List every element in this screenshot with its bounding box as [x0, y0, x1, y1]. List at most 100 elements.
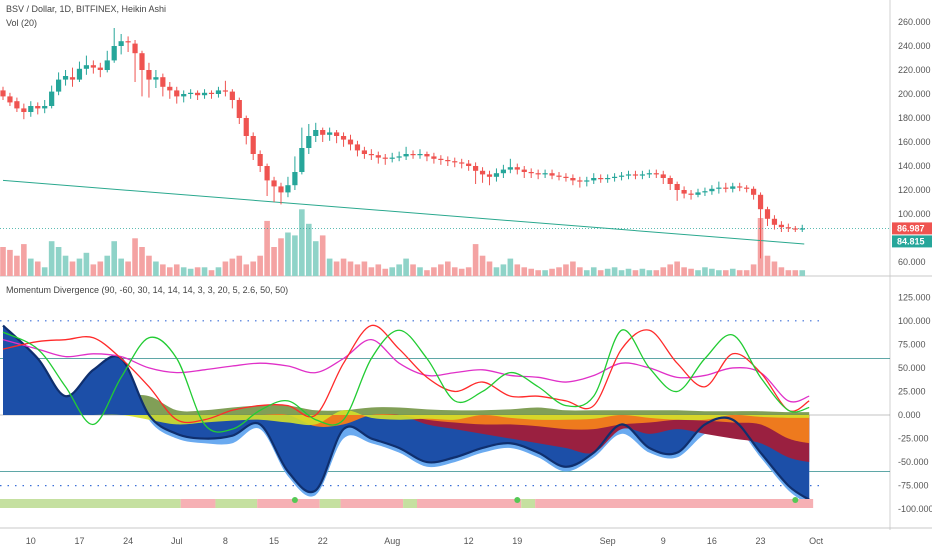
candle-body — [69, 77, 76, 80]
signal-strip — [0, 497, 814, 508]
candle-body — [709, 188, 715, 192]
volume-bar — [556, 267, 562, 276]
time-tick-label: Aug — [384, 536, 400, 546]
volume-bar — [736, 270, 743, 276]
volume-bar — [299, 209, 305, 276]
volume-bar — [695, 270, 701, 276]
candle-body — [215, 90, 222, 94]
volume-bar — [625, 268, 632, 276]
candle-body — [97, 67, 103, 70]
candle-body — [570, 178, 576, 181]
candle-body — [646, 173, 652, 175]
volume-bar — [173, 264, 180, 276]
candle-body — [201, 92, 208, 96]
volume-bar — [257, 255, 263, 276]
volume-bars — [0, 209, 806, 276]
price-tick-label: 120.000 — [898, 185, 931, 195]
indicator-tick-label: -75.000 — [898, 481, 929, 491]
price-tick-label: 180.000 — [898, 113, 931, 123]
blue-outline — [2, 324, 810, 501]
indicator-tick-label: -25.000 — [898, 434, 929, 444]
price-tick-label: 220.000 — [898, 65, 931, 75]
volume-bar — [688, 268, 694, 276]
candle-body — [257, 154, 263, 166]
candle-body — [667, 178, 673, 184]
volume-bar — [716, 270, 722, 276]
candle-body — [7, 96, 13, 103]
volume-bar — [709, 268, 715, 276]
volume-bar — [486, 261, 493, 276]
price-tick-label: 100.000 — [898, 209, 931, 219]
volume-bar — [507, 258, 514, 276]
volume-bar — [292, 235, 298, 276]
candle-body — [243, 118, 249, 136]
candle-body — [118, 41, 124, 46]
volume-bar — [750, 264, 757, 276]
volume-bar — [28, 258, 34, 276]
symbol-title: BSV / Dollar, 1D, BITFINEX, Heikin Ashi — [6, 4, 167, 14]
volume-bar — [382, 268, 389, 276]
volume-bar — [653, 270, 660, 276]
candle-body — [723, 187, 729, 189]
candle-body — [577, 180, 583, 182]
signal-segment — [180, 499, 216, 508]
last-volume-badge — [892, 235, 932, 248]
volume-bar — [667, 264, 673, 276]
time-tick-label: 10 — [26, 536, 36, 546]
candle-body — [653, 173, 659, 175]
candle-body — [146, 70, 152, 80]
candle-body — [674, 184, 680, 190]
candle-body — [764, 209, 771, 219]
price-tick-label: 140.000 — [898, 161, 931, 171]
candle-body — [507, 167, 513, 170]
signal-segment — [257, 499, 320, 508]
volume-bar — [326, 258, 333, 276]
time-tick-label: Sep — [600, 536, 616, 546]
indicator-tick-label: 50.000 — [898, 363, 926, 373]
candle-body — [139, 53, 145, 70]
candle-body — [382, 157, 388, 159]
price-tick-label: 160.000 — [898, 137, 931, 147]
volume-bar — [702, 267, 708, 276]
candle-body — [556, 175, 562, 177]
volume-bar — [778, 267, 785, 276]
candle-body — [389, 157, 395, 159]
volume-bar — [729, 268, 736, 276]
candle-body — [0, 90, 6, 97]
candle-body — [403, 154, 409, 157]
volume-bar — [451, 267, 458, 276]
candle-body — [639, 174, 645, 176]
candle-body — [132, 43, 138, 54]
signal-segment — [417, 499, 522, 508]
indicator-lines — [2, 324, 810, 433]
indicator-tick-label: 125.000 — [898, 292, 931, 302]
signal-segment — [0, 499, 181, 508]
signal-segment — [215, 499, 258, 508]
candle-body — [598, 178, 604, 180]
candle-body — [632, 174, 639, 176]
volume-bar — [285, 232, 291, 276]
volume-bar — [396, 264, 402, 276]
candle-body — [111, 46, 117, 61]
volume-bar — [368, 267, 375, 276]
candle-body — [771, 218, 778, 225]
volume-bar — [333, 261, 340, 276]
candle-body — [313, 130, 319, 136]
candle-body — [452, 161, 458, 163]
volume-bar — [361, 261, 368, 276]
time-tick-label: Jul — [171, 536, 183, 546]
volume-bar — [69, 261, 76, 276]
yellow-fill-area — [3, 410, 810, 426]
candle-body — [625, 174, 632, 176]
candle-body — [299, 148, 305, 172]
orange-fill-area — [3, 414, 810, 444]
volume-bar — [271, 247, 277, 276]
candle-body — [688, 193, 694, 195]
candle-body — [431, 156, 437, 159]
volume-bar — [646, 270, 653, 276]
candle-body — [493, 173, 500, 177]
candle-body — [514, 167, 520, 170]
volume-bar — [514, 264, 521, 276]
volume-bar — [584, 270, 590, 276]
signal-dot — [514, 497, 521, 503]
